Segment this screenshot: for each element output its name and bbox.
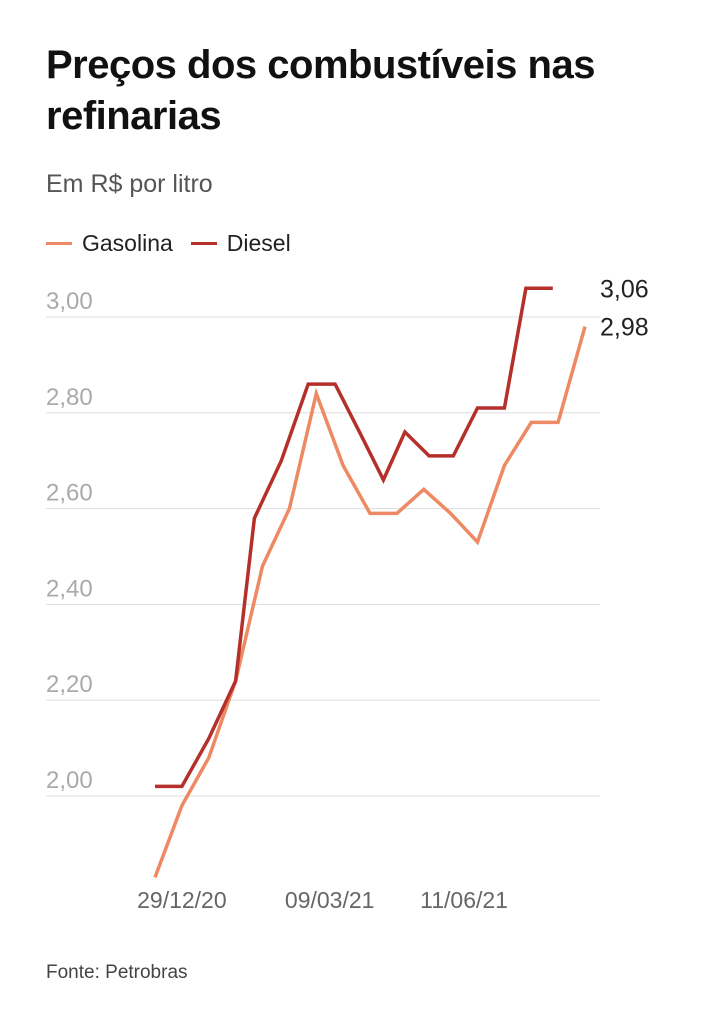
y-tick-label: 2,00	[46, 767, 93, 794]
line-chart: 2,00 2,20 2,40 2,60 2,80 3,00 29/12/20 09/03/2…	[46, 275, 649, 913]
y-tick-label: 2,20	[46, 671, 93, 698]
series-lines	[153, 286, 587, 879]
y-tick-label: 3,00	[46, 288, 93, 315]
y-tick-label: 2,80	[46, 384, 93, 411]
gridlines	[46, 316, 600, 797]
series-line-gasolina	[153, 326, 587, 879]
legend-item-gasolina: Gasolina	[46, 230, 173, 257]
chart-subtitle: Em R$ por litro	[46, 170, 213, 198]
series-line-diesel	[155, 286, 553, 789]
legend-swatch-diesel	[190, 242, 217, 245]
legend-swatch-gasolina	[46, 242, 72, 245]
source-note: Fonte: Petrobras	[46, 962, 188, 983]
x-axis-ticks: 29/12/20 09/03/21 11/06/21	[137, 887, 508, 913]
y-axis-ticks: 2,00 2,20 2,40 2,60 2,80 3,00	[46, 288, 93, 794]
legend-label-diesel: Diesel	[226, 230, 291, 256]
legend-item-diesel: Diesel	[190, 230, 291, 257]
y-tick-label: 2,40	[46, 575, 93, 602]
end-label-gasolina: 2,98	[600, 314, 649, 342]
x-tick-label: 09/03/21	[285, 887, 375, 913]
chart-title: Preços dos combustíveis nas refinarias	[46, 43, 595, 138]
end-label-diesel: 3,06	[600, 275, 649, 303]
end-labels: 2,98 3,06	[600, 275, 649, 341]
x-tick-label: 29/12/20	[137, 887, 227, 913]
x-tick-label: 11/06/21	[420, 887, 508, 913]
legend-label-gasolina: Gasolina	[82, 230, 173, 256]
legend: Gasolina Diesel	[46, 230, 309, 257]
y-tick-label: 2,60	[46, 480, 93, 507]
